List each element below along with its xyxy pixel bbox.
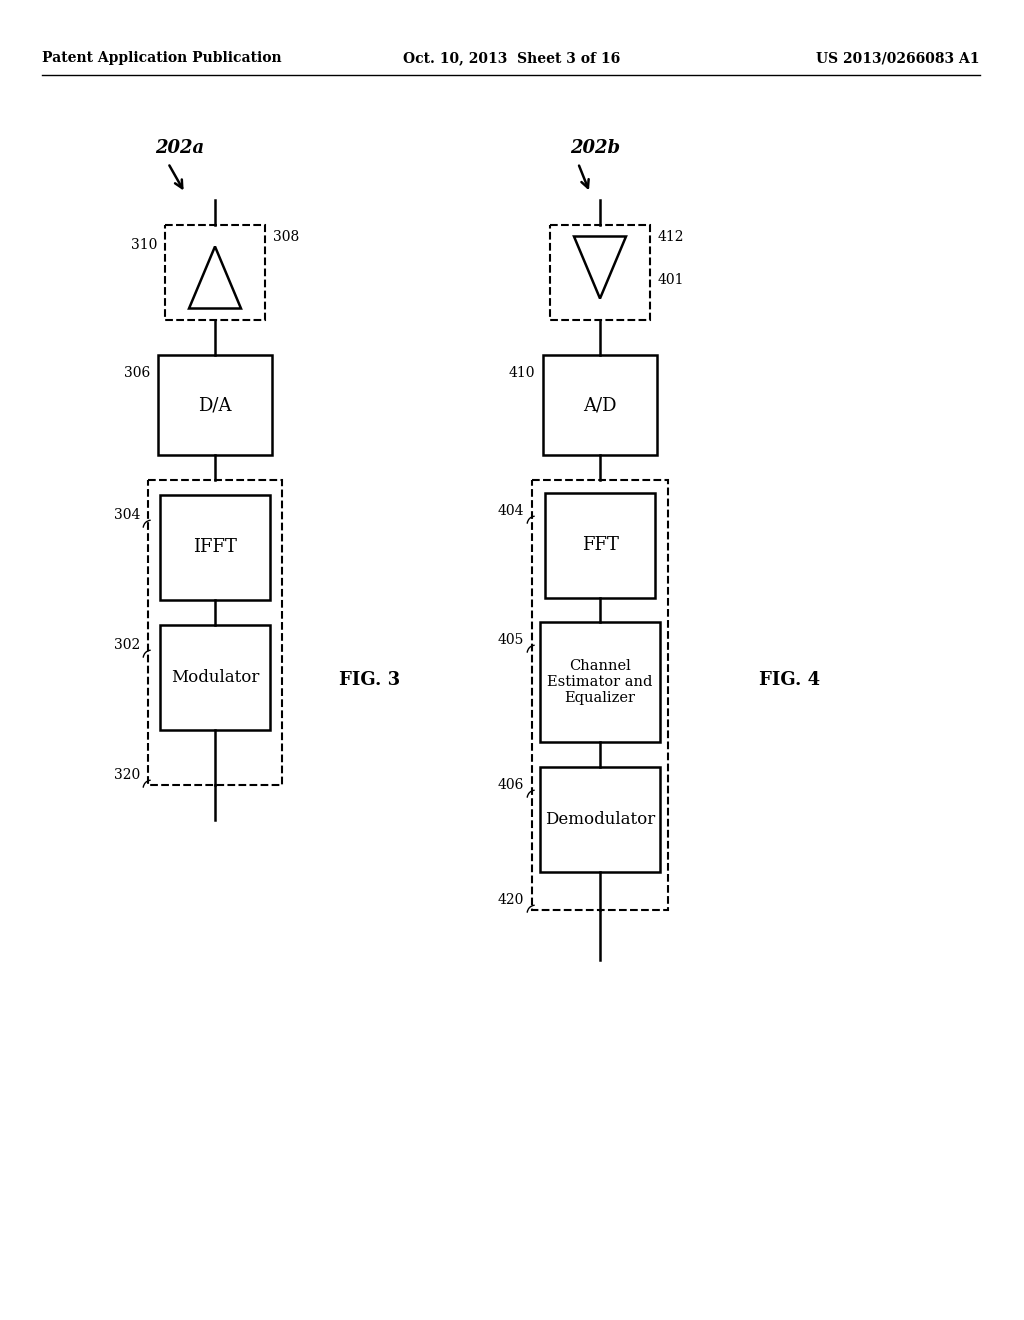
Text: A/D: A/D bbox=[584, 396, 616, 414]
Text: 405: 405 bbox=[498, 634, 524, 647]
Text: 302: 302 bbox=[114, 638, 140, 652]
Bar bbox=[160, 624, 270, 730]
Text: D/A: D/A bbox=[199, 396, 231, 414]
Text: FFT: FFT bbox=[582, 536, 618, 554]
Text: 310: 310 bbox=[131, 238, 157, 252]
Text: Patent Application Publication: Patent Application Publication bbox=[42, 51, 282, 65]
Bar bbox=[532, 480, 668, 909]
Bar bbox=[165, 224, 265, 319]
Text: 412: 412 bbox=[658, 230, 684, 244]
Text: 306: 306 bbox=[124, 366, 150, 380]
Bar bbox=[148, 480, 282, 785]
Text: 406: 406 bbox=[498, 777, 524, 792]
Polygon shape bbox=[189, 247, 241, 309]
Text: Demodulator: Demodulator bbox=[545, 810, 655, 828]
Text: 202a: 202a bbox=[155, 139, 204, 157]
Text: 404: 404 bbox=[498, 504, 524, 517]
Text: Modulator: Modulator bbox=[171, 669, 259, 686]
Text: 401: 401 bbox=[658, 273, 684, 286]
Bar bbox=[550, 224, 650, 319]
Text: 410: 410 bbox=[509, 366, 535, 380]
Polygon shape bbox=[574, 236, 626, 298]
Text: Channel
Estimator and
Equalizer: Channel Estimator and Equalizer bbox=[547, 659, 652, 705]
Text: Oct. 10, 2013  Sheet 3 of 16: Oct. 10, 2013 Sheet 3 of 16 bbox=[403, 51, 621, 65]
Bar bbox=[158, 355, 272, 455]
Text: 420: 420 bbox=[498, 894, 524, 907]
Text: FIG. 4: FIG. 4 bbox=[760, 671, 820, 689]
Text: 202b: 202b bbox=[570, 139, 621, 157]
Text: US 2013/0266083 A1: US 2013/0266083 A1 bbox=[816, 51, 980, 65]
Text: 320: 320 bbox=[114, 768, 140, 781]
Bar bbox=[540, 622, 660, 742]
Bar bbox=[160, 495, 270, 601]
Text: FIG. 3: FIG. 3 bbox=[339, 671, 400, 689]
Text: 304: 304 bbox=[114, 508, 140, 521]
Text: 308: 308 bbox=[273, 230, 299, 244]
Bar bbox=[545, 492, 655, 598]
Bar bbox=[543, 355, 657, 455]
Bar bbox=[540, 767, 660, 873]
Text: IFFT: IFFT bbox=[194, 539, 237, 557]
